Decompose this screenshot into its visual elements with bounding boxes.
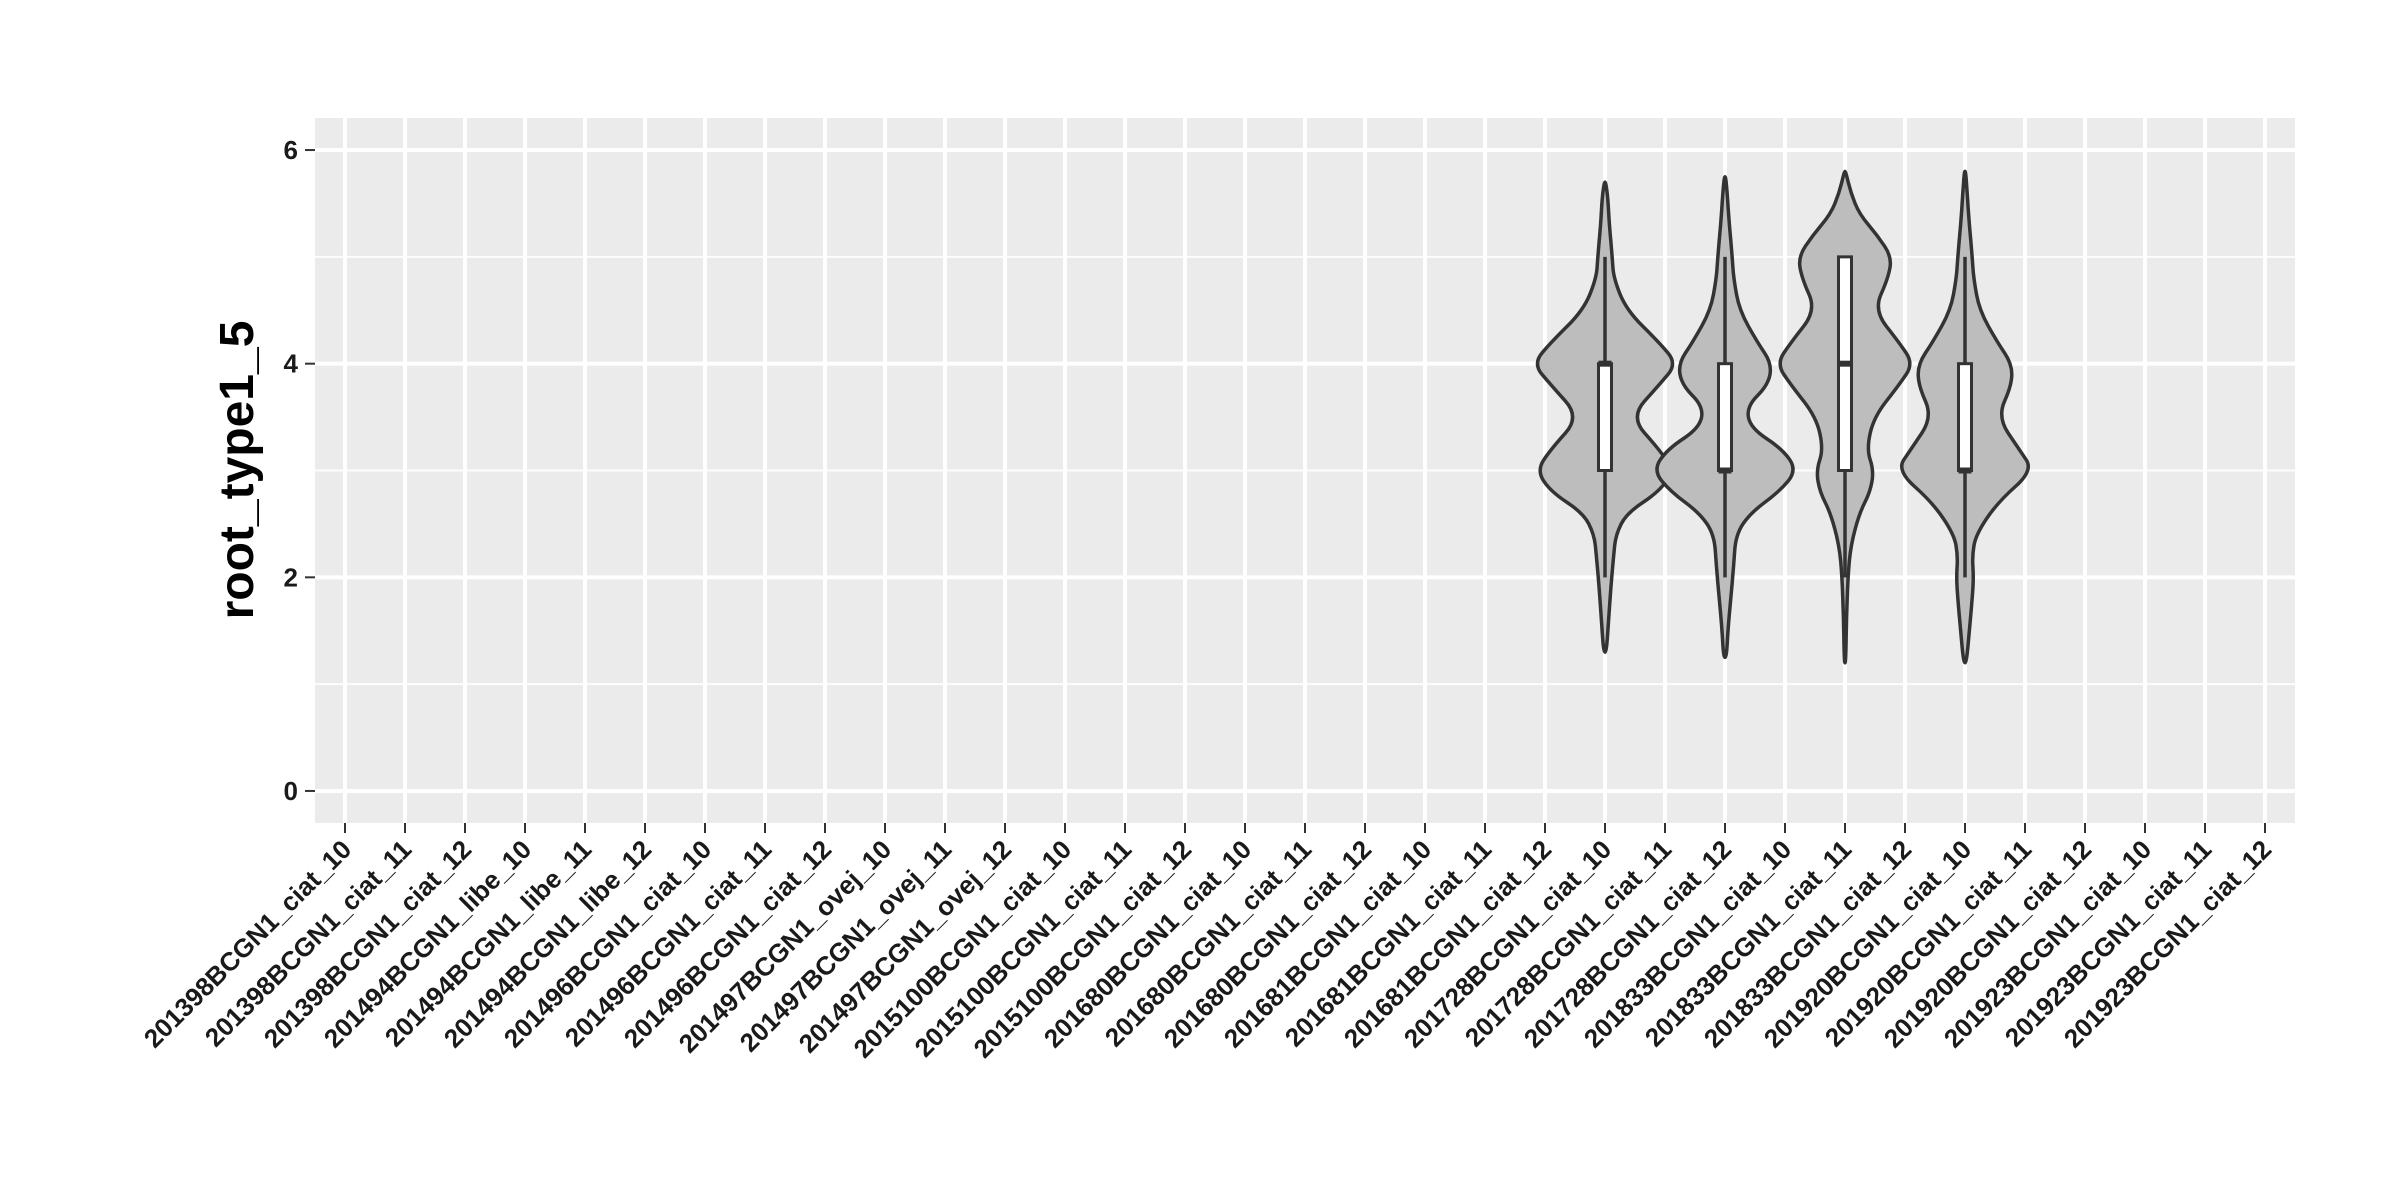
box-iqr bbox=[1717, 362, 1733, 473]
x-axis: 201398BCGN1_ciat_10201398BCGN1_ciat_1120… bbox=[138, 823, 2277, 1064]
y-tick-label: 6 bbox=[284, 135, 298, 165]
box-iqr bbox=[1597, 362, 1613, 473]
y-tick-label: 2 bbox=[284, 562, 298, 592]
y-axis: 0 2 4 6 bbox=[284, 135, 315, 806]
violins bbox=[1535, 169, 2030, 665]
y-tick-label: 4 bbox=[284, 349, 299, 379]
grid-major bbox=[315, 118, 2295, 823]
box-iqr bbox=[1957, 362, 1973, 473]
y-axis-title: root_type1_5 bbox=[211, 321, 264, 620]
y-tick-label: 0 bbox=[284, 776, 298, 806]
